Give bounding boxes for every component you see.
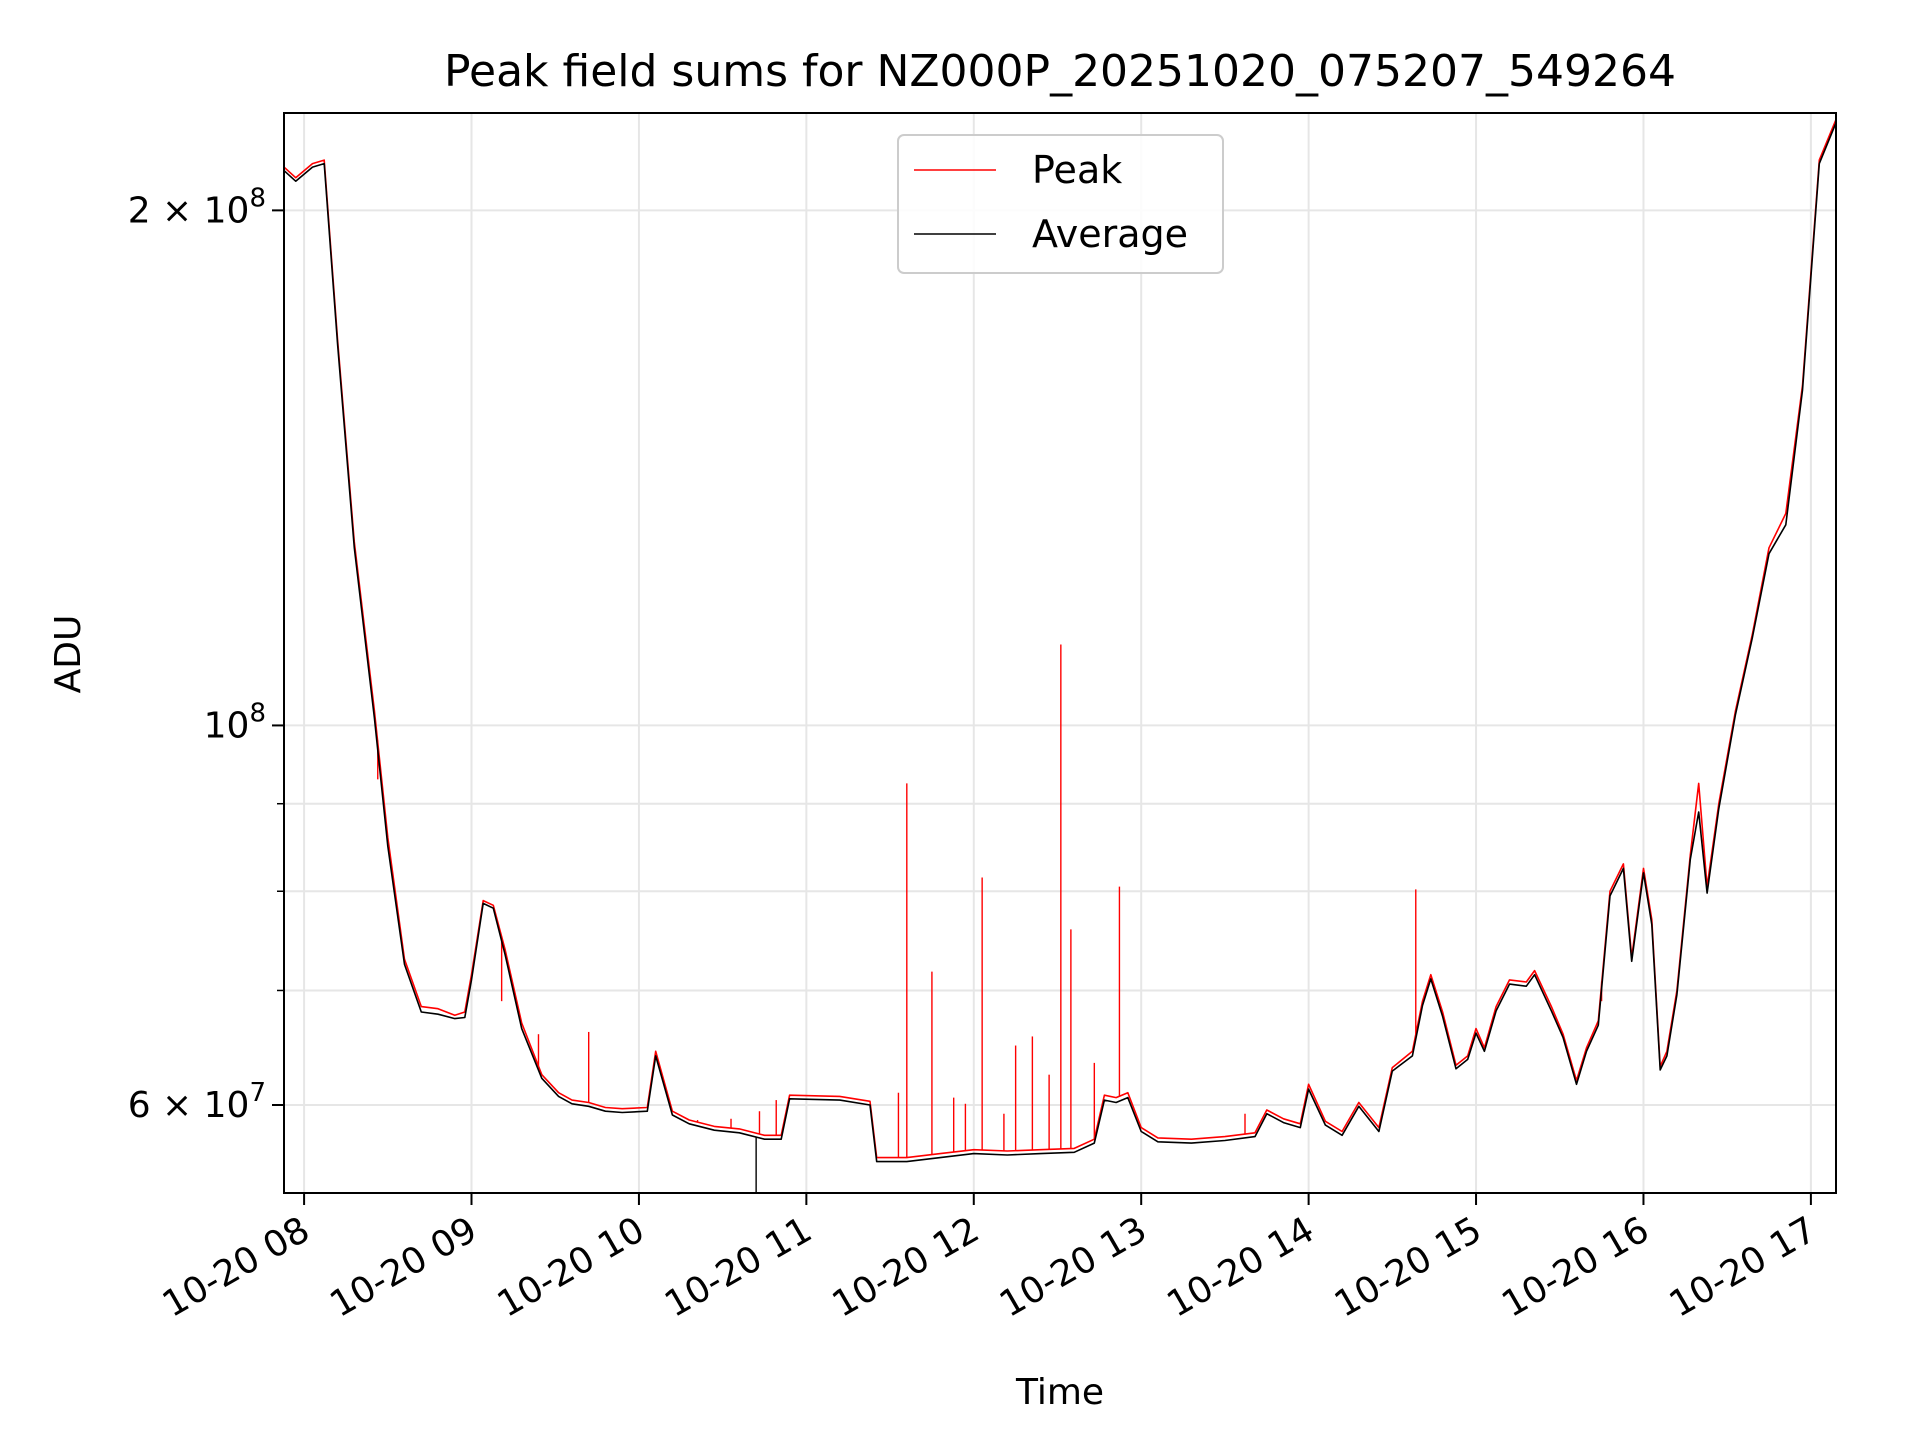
y-tick-label: 2 × 108 [128, 183, 266, 231]
legend: Peak Average [897, 134, 1224, 274]
chart-title: Peak field sums for NZ000P_20251020_0752… [444, 46, 1676, 97]
legend-peak-label: Peak [1032, 148, 1122, 192]
plot-frame [283, 112, 1837, 1194]
y-tick-label: 108 [204, 698, 266, 746]
y-axis-label: ADU [48, 615, 89, 694]
y-tick-label: 6 × 107 [128, 1078, 266, 1126]
y-axis: 2 × 108 108 6 × 107 [128, 183, 284, 1126]
legend-average-label: Average [1032, 212, 1188, 256]
series-layer [284, 119, 1836, 1193]
x-axis-label: Time [1015, 1372, 1104, 1413]
series-line-average [284, 122, 1836, 1163]
